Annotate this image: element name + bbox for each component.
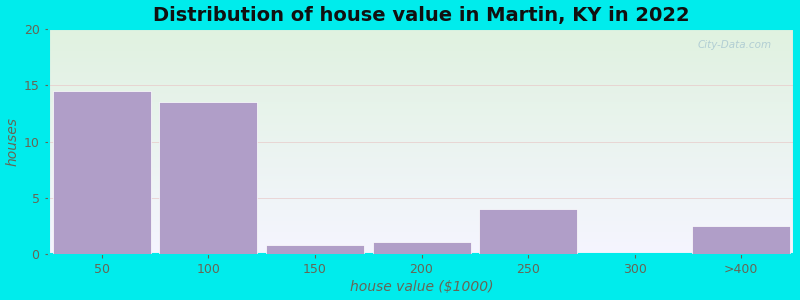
Bar bbox=[692, 226, 790, 254]
Bar bbox=[266, 245, 364, 254]
Title: Distribution of house value in Martin, KY in 2022: Distribution of house value in Martin, K… bbox=[154, 6, 690, 25]
Y-axis label: houses: houses bbox=[6, 117, 19, 166]
X-axis label: house value ($1000): house value ($1000) bbox=[350, 280, 494, 294]
Bar bbox=[373, 242, 470, 254]
Bar bbox=[53, 91, 151, 254]
Bar bbox=[159, 102, 258, 254]
Bar bbox=[479, 209, 577, 254]
Text: City-Data.com: City-Data.com bbox=[698, 40, 772, 50]
